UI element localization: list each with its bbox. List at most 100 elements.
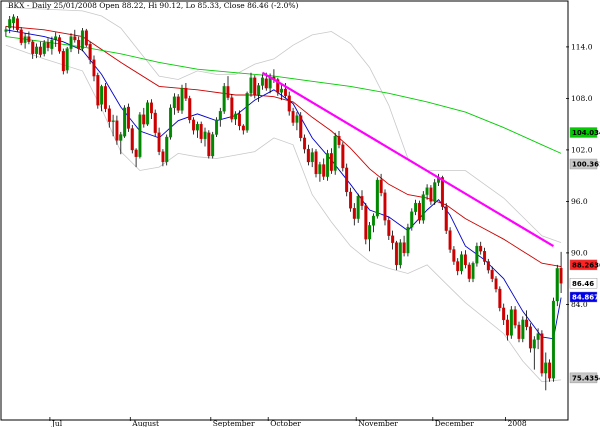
- candle-down: [276, 79, 280, 93]
- candle-down: [429, 187, 433, 202]
- price-tag-label: 75.4354: [572, 374, 600, 382]
- candle-down: [84, 30, 88, 46]
- candle-down: [207, 132, 211, 157]
- candle-down: [314, 151, 318, 175]
- candle-down: [513, 309, 517, 326]
- candle-up: [333, 136, 337, 171]
- candle-up: [8, 19, 12, 29]
- candle-up: [215, 119, 219, 135]
- candle-down: [528, 326, 532, 349]
- candle-up: [119, 134, 123, 141]
- candle-down: [149, 102, 153, 114]
- candle-down: [58, 37, 62, 52]
- candle-up: [532, 339, 536, 349]
- candle-down: [306, 148, 310, 163]
- candles: [4, 14, 563, 391]
- price-tag: [569, 278, 598, 289]
- candle-down: [299, 115, 303, 139]
- trendline: [261, 71, 554, 248]
- candle-down: [345, 167, 349, 193]
- candle-down: [352, 208, 356, 219]
- candle-up: [260, 77, 264, 86]
- candle-down: [391, 235, 395, 243]
- candle-up: [4, 29, 8, 32]
- ma-mid-line: [5, 25, 562, 268]
- bollinger-bands: [5, 7, 562, 383]
- candle-down: [103, 86, 107, 109]
- candle-up: [69, 36, 73, 49]
- price-tag-label: 86.46: [572, 280, 594, 288]
- candle-up: [111, 120, 115, 122]
- y-tick-label: 96.0: [571, 197, 588, 206]
- candle-down: [379, 179, 383, 194]
- candle-down: [126, 106, 130, 129]
- candle-down: [73, 36, 77, 41]
- candle-down: [402, 242, 406, 254]
- x-tick-label: October: [270, 419, 301, 427]
- candle-up: [544, 362, 548, 374]
- candle-up: [475, 245, 479, 264]
- candle-up: [425, 187, 429, 195]
- candle-down: [15, 18, 19, 30]
- candle-up: [326, 153, 330, 177]
- candle-down: [92, 59, 96, 77]
- y-tick-label: 90.0: [571, 248, 588, 257]
- x-tick-label: Jul: [51, 419, 63, 427]
- candle-down: [157, 132, 161, 152]
- candle-up: [410, 211, 414, 228]
- candle-up: [433, 182, 437, 202]
- candle-up: [146, 102, 150, 125]
- candle-down: [153, 112, 157, 133]
- candle-down: [226, 86, 230, 98]
- candle-down: [96, 75, 100, 106]
- candle-up: [368, 225, 372, 240]
- candle-down: [486, 261, 490, 271]
- ma-long-line: [5, 36, 562, 154]
- candle-down: [199, 124, 203, 139]
- candle-up: [50, 39, 54, 49]
- x-tick-label: 2008: [508, 419, 527, 427]
- candle-up: [211, 134, 215, 157]
- candle-up: [123, 107, 127, 137]
- candle-down: [394, 242, 398, 266]
- price-tag-label: 104.034: [572, 129, 600, 137]
- candle-down: [494, 278, 498, 290]
- candle-up: [318, 164, 322, 175]
- candle-up: [310, 152, 314, 163]
- candle-down: [27, 36, 31, 42]
- resistance-trendline: [261, 71, 554, 248]
- price-tag: [569, 158, 598, 170]
- candle-down: [31, 41, 35, 54]
- y-tick-label: 108.0: [571, 94, 593, 103]
- candle-down: [176, 96, 180, 111]
- candle-up: [65, 48, 69, 71]
- candle-up: [23, 36, 27, 43]
- candle-down: [349, 191, 353, 209]
- candle-down: [329, 153, 333, 171]
- candle-up: [555, 268, 559, 302]
- candle-up: [234, 113, 238, 120]
- candle-down: [115, 120, 119, 141]
- candle-up: [356, 196, 360, 219]
- candle-up: [471, 263, 475, 279]
- x-axis: Jul August September October November Decembe…: [49, 417, 527, 427]
- candle-down: [440, 177, 444, 207]
- candle-down: [467, 264, 471, 279]
- x-tick-label: December: [435, 419, 474, 427]
- candle-up: [257, 85, 261, 96]
- y-tick-label: 84.0: [571, 300, 588, 309]
- candle-down: [241, 125, 245, 131]
- candle-up: [375, 179, 379, 217]
- candle-up: [12, 16, 16, 24]
- chart-title-group: BKX - Daily 25/01/2008 Open 88.22, Hi 90…: [8, 1, 298, 10]
- candle-down: [417, 202, 421, 221]
- candle-down: [452, 249, 456, 262]
- candle-down: [479, 245, 483, 252]
- candle-down: [498, 288, 502, 309]
- candle-up: [222, 86, 226, 112]
- candle-down: [456, 261, 460, 272]
- plot-area: [0, 0, 569, 421]
- candle-up: [203, 131, 207, 139]
